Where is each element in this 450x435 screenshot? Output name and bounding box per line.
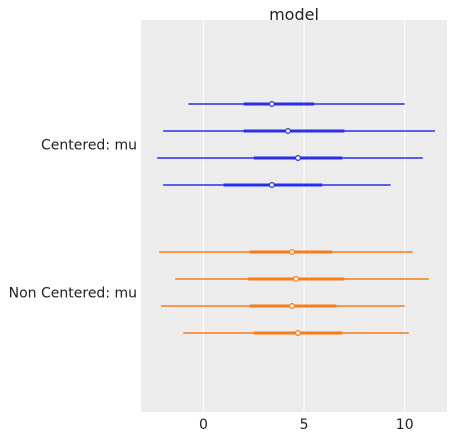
x-axis-ticks: 0 5 10 (199, 417, 414, 433)
x-tick-label: 10 (396, 417, 414, 433)
median-point (295, 155, 302, 162)
interval-marks (157, 100, 435, 337)
median-point (295, 330, 302, 337)
median-point (284, 128, 291, 135)
plot-area (141, 20, 447, 412)
median-point (268, 100, 275, 107)
grid-lines (202, 20, 406, 412)
median-point (293, 276, 300, 283)
y-group-label: Non Centered: mu (9, 286, 137, 302)
y-axis-labels: Centered: mu Non Centered: mu (9, 138, 137, 302)
x-tick-label: 0 (199, 417, 208, 433)
y-group-label: Centered: mu (41, 138, 137, 154)
chart-title: model (269, 5, 319, 24)
median-point (288, 249, 295, 256)
median-point (268, 182, 275, 189)
x-tick-label: 5 (300, 417, 309, 433)
median-point (288, 303, 295, 310)
